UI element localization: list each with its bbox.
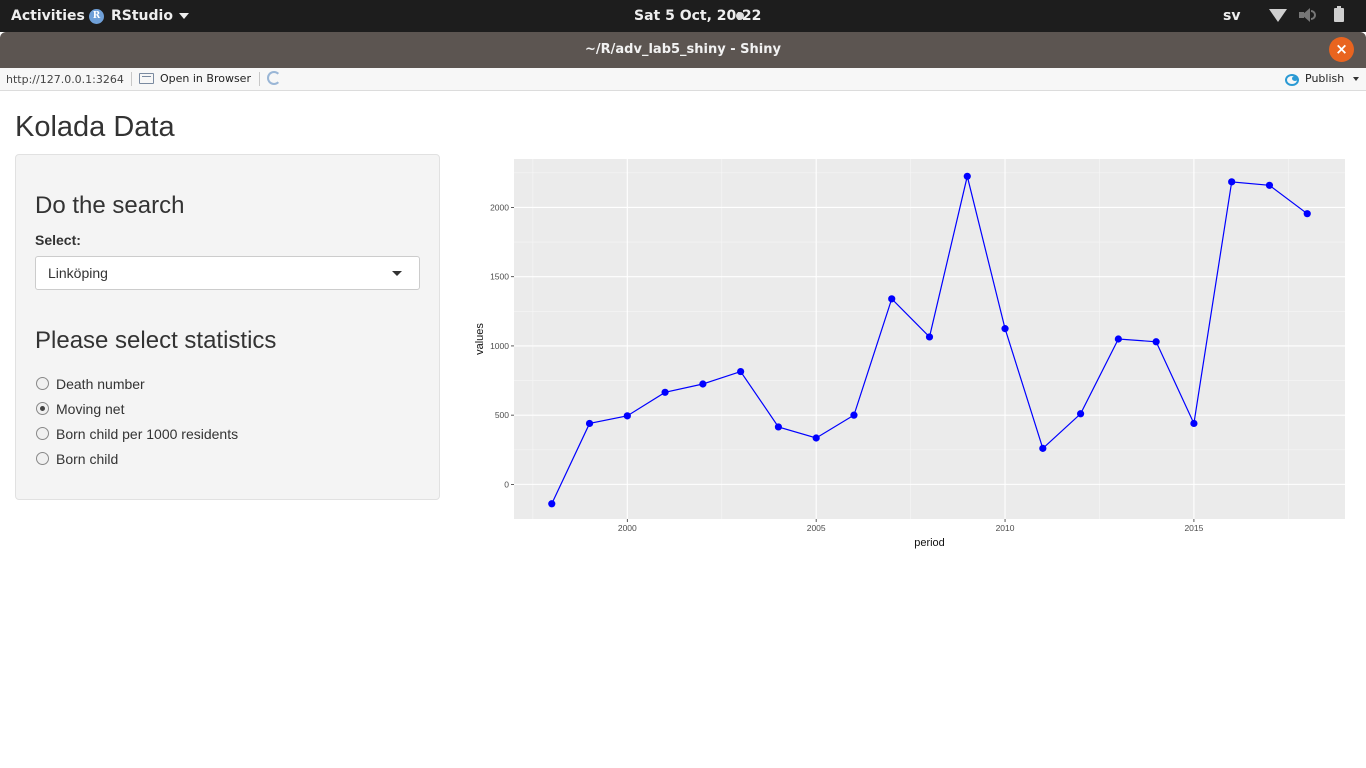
radio-label: Born child per 1000 residents [56,425,239,442]
refresh-icon[interactable] [267,71,281,85]
x-tick-label: 2000 [618,523,637,533]
chevron-down-icon [1353,76,1360,81]
data-point [1303,210,1311,218]
data-point [888,295,896,303]
data-point [1228,178,1236,186]
page-title: Kolada Data [15,111,175,143]
radio-label: Moving net [56,400,125,417]
window-title-bar[interactable]: ~/R/adv_lab5_shiny - Shiny × [0,32,1366,68]
search-heading: Do the search [35,192,185,219]
open-in-browser-label: Open in Browser [160,72,251,85]
chevron-down-icon [178,13,189,19]
data-point [1001,325,1009,333]
window-title: ~/R/adv_lab5_shiny - Shiny [585,42,781,57]
clock[interactable]: Sat 5 Oct, 20:22 [634,8,762,24]
chevron-down-icon [392,271,402,276]
wifi-icon [1269,8,1287,22]
notification-dot-icon [736,12,744,20]
statistics-radio-group: Death number Moving net Born child per 1… [35,371,238,471]
data-point [925,333,934,341]
statistics-heading: Please select statistics [35,327,277,354]
data-point [1076,410,1085,418]
y-tick-label: 1500 [490,272,509,282]
toolbar-divider [131,72,132,86]
data-point [737,367,745,376]
radio-born-child[interactable]: Born child [35,446,238,471]
select-value: Linköping [48,265,108,281]
radio-button[interactable] [36,377,49,390]
data-point [661,388,669,396]
data-point [548,500,556,508]
activities-button[interactable]: Activities [11,8,85,24]
viewer-toolbar: http://127.0.0.1:3264 Open in Browser Pu… [0,68,1366,91]
app-menu[interactable]: R RStudio [89,8,189,24]
select-label: Select: [35,232,81,248]
open-in-browser-button[interactable]: Open in Browser [139,72,251,85]
y-axis-title: values [474,323,486,355]
radio-label: Death number [56,375,145,392]
publish-icon [1285,72,1300,86]
data-point [774,423,783,431]
radio-button[interactable] [36,402,49,415]
battery-icon [1334,6,1344,22]
line-chart: 2000 2005 2010 2015 0 500 1000 1500 2000 period va… [474,159,1345,549]
system-top-bar: Activities R RStudio Sat 5 Oct, 20:22 sv [0,0,1366,32]
toolbar-divider [259,72,260,86]
data-point [623,412,631,420]
close-button[interactable]: × [1329,37,1354,62]
x-axis-title: period [914,537,945,549]
data-point [963,172,971,180]
sidebar-panel: Do the search Select: Linköping Please s… [15,154,440,500]
radio-button[interactable] [36,452,49,465]
data-point [585,419,594,428]
radio-label: Born child [56,450,119,467]
y-tick-label: 0 [504,479,509,489]
browser-icon [139,73,154,84]
data-point [1265,181,1274,189]
x-tick-label: 2015 [1184,523,1203,533]
y-tick-label: 2000 [490,202,509,212]
publish-button[interactable]: Publish [1285,72,1360,86]
system-tray[interactable] [1269,6,1344,22]
rstudio-icon: R [89,8,104,24]
data-point [1039,444,1047,452]
url-label: http://127.0.0.1:3264 [6,73,124,86]
app-menu-label: RStudio [111,8,173,24]
language-indicator[interactable]: sv [1223,8,1241,24]
radio-born-child-per-1000[interactable]: Born child per 1000 residents [35,421,238,446]
data-point [699,380,707,388]
data-point [850,411,858,419]
data-point [1114,335,1122,343]
data-point [1190,419,1198,428]
radio-button[interactable] [36,427,49,440]
x-tick-label: 2010 [996,523,1015,533]
y-tick-label: 500 [495,410,509,420]
data-point [812,434,820,442]
publish-label: Publish [1305,72,1345,85]
radio-moving-net[interactable]: Moving net [35,396,238,421]
y-tick-label: 1000 [490,341,509,351]
radio-death-number[interactable]: Death number [35,371,238,396]
volume-icon [1299,8,1316,22]
x-tick-label: 2005 [807,523,826,533]
municipality-select[interactable]: Linköping [35,256,420,290]
data-point [1152,338,1160,346]
